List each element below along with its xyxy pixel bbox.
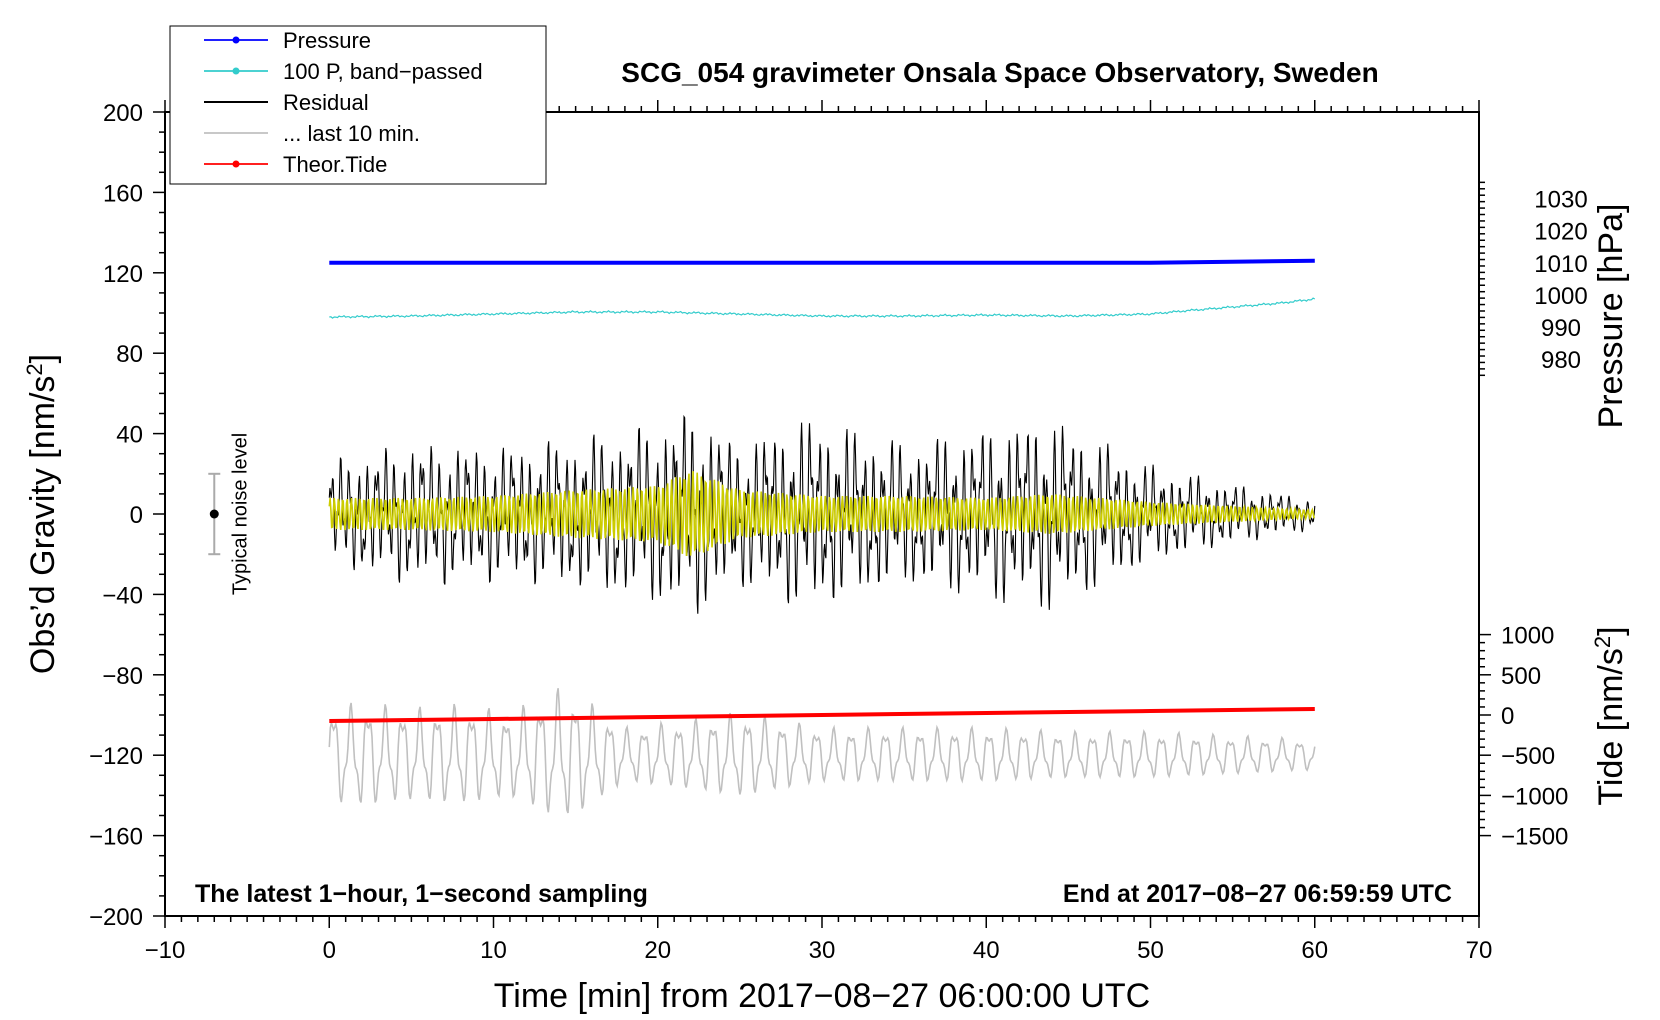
tide-tick-label: 1000 bbox=[1501, 623, 1554, 650]
series-residual-filtered bbox=[328, 471, 1315, 557]
pressure-tick-label: 990 bbox=[1541, 315, 1581, 342]
y-tick-label: 120 bbox=[103, 261, 143, 288]
legend-swatch-marker bbox=[232, 160, 240, 168]
y-tick-label: 0 bbox=[130, 502, 143, 529]
tide-axis-title: Tide [nm/s2] bbox=[1590, 626, 1631, 805]
x-tick-label: 50 bbox=[1137, 937, 1164, 964]
y-axis-title: Obs’d Gravity [nm/s2] bbox=[22, 354, 63, 674]
tide-tick-label: 500 bbox=[1501, 663, 1541, 690]
legend-label: 100 P, band−passed bbox=[283, 59, 483, 84]
pressure-axis-ticks: 980 990 1000 1010 1020 1030 bbox=[1479, 181, 1588, 377]
legend-label: Residual bbox=[283, 90, 369, 115]
legend-label: Pressure bbox=[283, 28, 371, 53]
y-tick-label: −200 bbox=[89, 904, 143, 931]
legend: Pressure 100 P, band−passed Residual ... la… bbox=[169, 25, 547, 185]
x-tick-label: 20 bbox=[644, 937, 671, 964]
y-axis-title-sup: 2 bbox=[22, 363, 47, 375]
sampling-annotation: The latest 1−hour, 1−second sampling bbox=[195, 880, 648, 908]
y-tick-label: −160 bbox=[89, 824, 143, 851]
series-band-passed-pressure bbox=[329, 297, 1316, 319]
tide-tick-label: −1500 bbox=[1501, 824, 1568, 851]
legend-swatch-marker bbox=[232, 67, 240, 75]
y-tick-label: 160 bbox=[103, 180, 143, 207]
tide-tick-label: −500 bbox=[1501, 743, 1555, 770]
y-tick-label: 200 bbox=[103, 100, 143, 127]
y-axis-title-main: Obs’d Gravity [nm/s bbox=[24, 376, 62, 675]
legend-label: Theor.Tide bbox=[283, 152, 387, 177]
end-time-annotation: End at 2017−08−27 06:59:59 UTC bbox=[1063, 880, 1452, 908]
y-tick-label: 80 bbox=[116, 341, 143, 368]
pressure-axis-title: Pressure [hPa] bbox=[1592, 204, 1630, 429]
y-tick-label: 40 bbox=[116, 422, 143, 449]
tide-tick-label: −1000 bbox=[1501, 783, 1568, 810]
legend-box bbox=[169, 25, 547, 185]
x-tick-label: 0 bbox=[323, 937, 336, 964]
y-axis-ticks: −200 −160 −120 −80 −40 0 40 80 120 160 200 bbox=[89, 100, 165, 931]
pressure-tick-label: 1010 bbox=[1534, 251, 1587, 278]
legend-label: ... last 10 min. bbox=[283, 121, 420, 146]
pressure-tick-label: 1020 bbox=[1534, 219, 1587, 246]
x-tick-label: −10 bbox=[145, 937, 186, 964]
x-tick-label: 10 bbox=[480, 937, 507, 964]
noise-level-indicator bbox=[208, 472, 221, 556]
chart-title: SCG_054 gravimeter Onsala Space Observat… bbox=[621, 57, 1378, 88]
tide-axis-ticks: −1500 −1000 −500 0 500 1000 bbox=[1479, 623, 1568, 851]
tide-axis-title-sup: 2 bbox=[1590, 636, 1615, 648]
tide-tick-label: 0 bbox=[1501, 703, 1514, 730]
x-axis-ticks: −10 0 10 20 30 40 50 60 70 bbox=[145, 100, 1493, 964]
pressure-tick-label: 1000 bbox=[1534, 283, 1587, 310]
y-tick-label: −120 bbox=[89, 743, 143, 770]
noise-bar-center bbox=[209, 509, 219, 519]
legend-swatch-marker bbox=[232, 36, 240, 44]
series-group bbox=[328, 258, 1316, 814]
tide-axis-title-close: ] bbox=[1592, 626, 1630, 635]
series-pressure bbox=[329, 258, 1315, 265]
x-tick-label: 30 bbox=[809, 937, 836, 964]
x-tick-label: 40 bbox=[973, 937, 1000, 964]
x-tick-label: 70 bbox=[1466, 937, 1493, 964]
tide-axis-title-main: Tide [nm/s bbox=[1592, 648, 1630, 805]
x-tick-label: 60 bbox=[1301, 937, 1328, 964]
noise-level-label: Typical noise level bbox=[229, 433, 251, 595]
pressure-tick-label: 980 bbox=[1541, 347, 1581, 374]
series-theor-tide bbox=[329, 707, 1315, 723]
y-tick-label: −80 bbox=[102, 663, 143, 690]
x-axis-title: Time [min] from 2017−08−27 06:00:00 UTC bbox=[494, 977, 1150, 1015]
pressure-tick-label: 1030 bbox=[1534, 186, 1587, 213]
series-last-10-min bbox=[328, 688, 1316, 814]
y-tick-label: −40 bbox=[102, 582, 143, 609]
y-axis-title-close: ] bbox=[24, 354, 62, 363]
